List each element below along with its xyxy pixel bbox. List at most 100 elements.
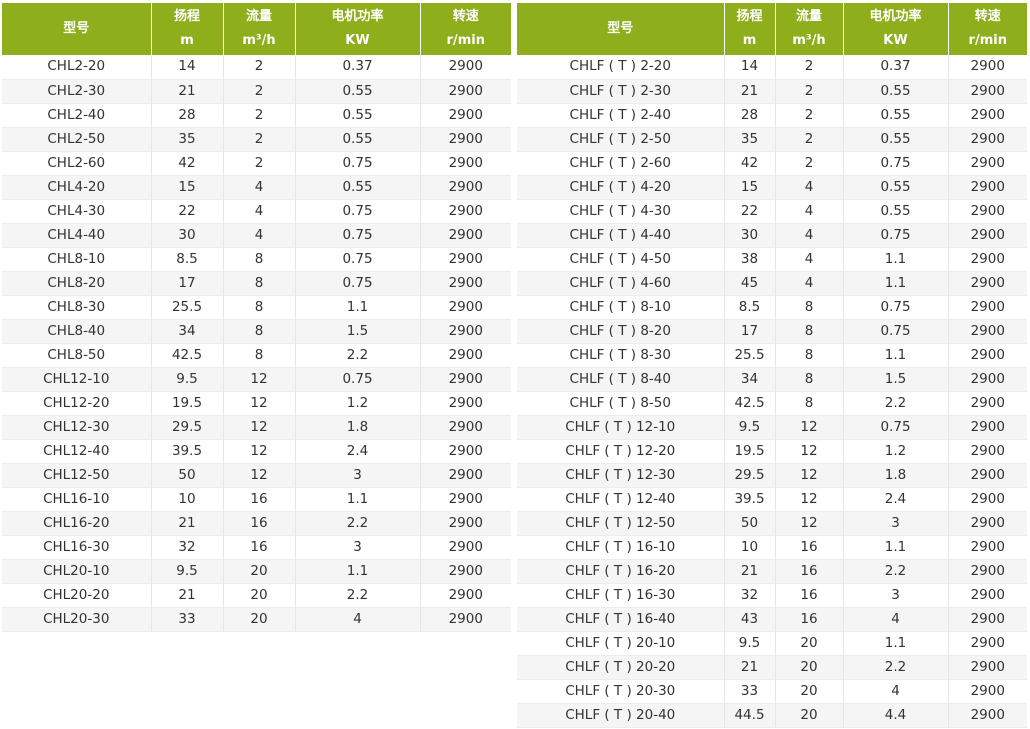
cell-power: 0.55 [843, 79, 949, 104]
cell-model: CHL2-60 [2, 151, 152, 176]
cell-speed: 2900 [420, 79, 511, 104]
cell-model: CHLF ( T ) 8-20 [517, 319, 725, 344]
table-row: CHL16-30 32 16 3 2900 [2, 535, 511, 560]
header-power-line2: KW [883, 33, 908, 48]
table-row: CHL8-40 34 8 1.5 2900 [2, 319, 511, 344]
table-row: CHL4-30 22 4 0.75 2900 [2, 199, 511, 224]
cell-power: 1.1 [843, 631, 949, 656]
cell-speed: 2900 [948, 271, 1027, 296]
cell-speed: 2900 [948, 367, 1027, 392]
cell-power: 1.1 [295, 559, 421, 584]
cell-model: CHL16-10 [2, 487, 152, 512]
cell-speed: 2900 [420, 127, 511, 152]
cell-flow: 2 [775, 55, 844, 80]
table-row: CHL20-10 9.5 20 1.1 2900 [2, 559, 511, 584]
cell-flow: 4 [775, 223, 844, 248]
cell-flow: 12 [223, 367, 296, 392]
cell-power: 4.4 [843, 703, 949, 728]
table-row: CHLF ( T ) 12-10 9.5 12 0.75 2900 [517, 415, 1027, 440]
cell-speed: 2900 [420, 583, 511, 608]
cell-power: 0.75 [295, 367, 421, 392]
cell-head: 38 [724, 247, 776, 272]
cell-model: CHLF ( T ) 4-40 [517, 223, 725, 248]
table-row: CHLF ( T ) 12-50 50 12 3 2900 [517, 511, 1027, 536]
header-speed-line2: r/min [446, 33, 485, 48]
cell-head: 17 [151, 271, 224, 296]
cell-head: 35 [151, 127, 224, 152]
cell-speed: 2900 [420, 487, 511, 512]
header-head-line2: m [180, 33, 194, 48]
header-head: 扬程 m [151, 3, 224, 55]
cell-power: 0.75 [295, 199, 421, 224]
cell-model: CHLF ( T ) 4-30 [517, 199, 725, 224]
cell-speed: 2900 [948, 607, 1027, 632]
table-row: CHL4-40 30 4 0.75 2900 [2, 223, 511, 248]
cell-power: 2.2 [295, 583, 421, 608]
header-flow-line2: m³/h [242, 33, 276, 48]
cell-flow: 2 [223, 55, 296, 80]
cell-flow: 4 [223, 175, 296, 200]
cell-speed: 2900 [948, 415, 1027, 440]
cell-head: 9.5 [151, 559, 224, 584]
cell-head: 39.5 [151, 439, 224, 464]
cell-power: 2.4 [843, 487, 949, 512]
cell-flow: 16 [223, 511, 296, 536]
cell-head: 42.5 [151, 343, 224, 368]
cell-flow: 20 [775, 679, 844, 704]
cell-power: 1.2 [843, 439, 949, 464]
cell-power: 1.1 [843, 535, 949, 560]
cell-power: 2.2 [843, 559, 949, 584]
cell-flow: 4 [775, 199, 844, 224]
cell-flow: 20 [775, 655, 844, 680]
cell-head: 17 [724, 319, 776, 344]
header-head-line1: 扬程 [736, 9, 763, 24]
cell-speed: 2900 [420, 415, 511, 440]
cell-flow: 12 [223, 415, 296, 440]
cell-speed: 2900 [948, 655, 1027, 680]
cell-power: 2.2 [843, 391, 949, 416]
cell-speed: 2900 [948, 295, 1027, 320]
cell-head: 29.5 [724, 463, 776, 488]
cell-speed: 2900 [948, 55, 1027, 80]
cell-model: CHL12-10 [2, 367, 152, 392]
cell-speed: 2900 [420, 319, 511, 344]
cell-power: 0.75 [843, 223, 949, 248]
cell-model: CHLF ( T ) 12-50 [517, 511, 725, 536]
header-speed-line1: 转速 [974, 9, 1001, 24]
table-row: CHL2-60 42 2 0.75 2900 [2, 151, 511, 176]
cell-power: 1.1 [843, 271, 949, 296]
cell-flow: 16 [775, 535, 844, 560]
cell-head: 30 [724, 223, 776, 248]
table-row: CHLF ( T ) 2-60 42 2 0.75 2900 [517, 151, 1027, 176]
cell-model: CHLF ( T ) 16-20 [517, 559, 725, 584]
cell-model: CHLF ( T ) 16-10 [517, 535, 725, 560]
cell-flow: 12 [775, 487, 844, 512]
table-row: CHL12-40 39.5 12 2.4 2900 [2, 439, 511, 464]
cell-speed: 2900 [948, 439, 1027, 464]
cell-head: 44.5 [724, 703, 776, 728]
cell-flow: 16 [775, 607, 844, 632]
table-row: CHL2-30 21 2 0.55 2900 [2, 79, 511, 104]
cell-model: CHLF ( T ) 12-20 [517, 439, 725, 464]
header-flow-line1: 流量 [795, 9, 822, 24]
cell-head: 50 [151, 463, 224, 488]
header-power-line2: KW [345, 33, 370, 48]
cell-power: 0.37 [295, 55, 421, 80]
cell-model: CHLF ( T ) 16-30 [517, 583, 725, 608]
cell-head: 21 [724, 559, 776, 584]
cell-speed: 2900 [420, 295, 511, 320]
cell-flow: 8 [775, 295, 844, 320]
cell-speed: 2900 [948, 175, 1027, 200]
cell-speed: 2900 [948, 583, 1027, 608]
cell-model: CHL4-30 [2, 199, 152, 224]
cell-flow: 8 [223, 319, 296, 344]
cell-speed: 2900 [948, 703, 1027, 728]
cell-power: 4 [295, 607, 421, 632]
cell-model: CHLF ( T ) 8-50 [517, 391, 725, 416]
table-row: CHL8-10 8.5 8 0.75 2900 [2, 247, 511, 272]
cell-model: CHLF ( T ) 8-10 [517, 295, 725, 320]
cell-flow: 12 [223, 463, 296, 488]
table-row: CHLF ( T ) 8-10 8.5 8 0.75 2900 [517, 295, 1027, 320]
cell-head: 22 [724, 199, 776, 224]
cell-speed: 2900 [948, 247, 1027, 272]
